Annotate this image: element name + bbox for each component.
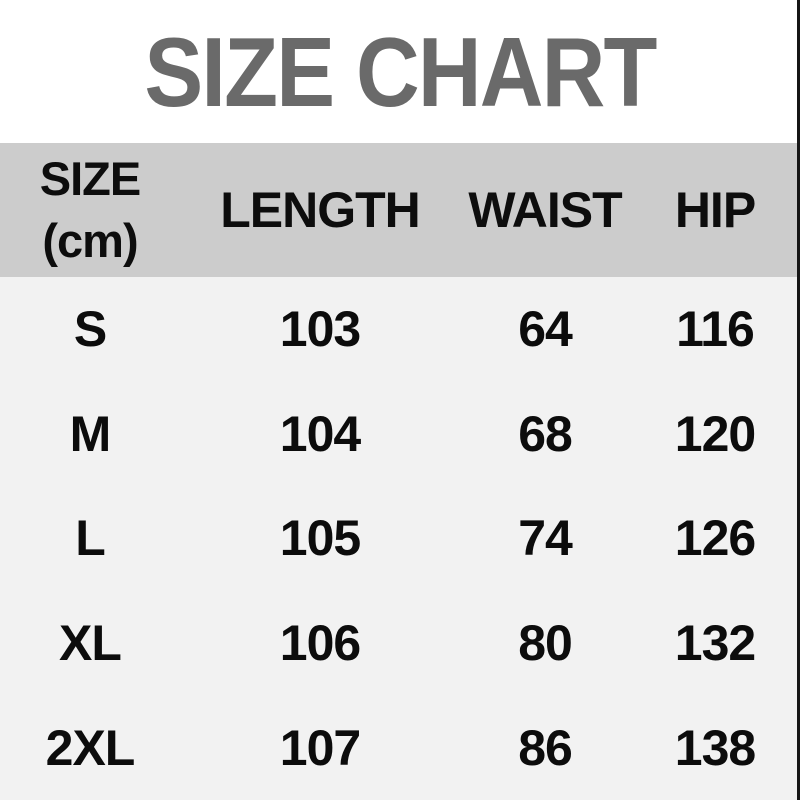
- table-row-l: L 105 74 126: [0, 486, 800, 591]
- cell-length: 107: [279, 719, 361, 776]
- cell-size: M: [69, 405, 112, 462]
- cell-waist: 68: [518, 405, 573, 462]
- cell-waist: 86: [518, 719, 573, 776]
- cell-hip: 138: [674, 719, 756, 776]
- size-header-line2: (cm): [42, 214, 138, 267]
- size-header-line1: SIZE: [39, 152, 141, 205]
- cell-hip: 120: [674, 405, 756, 462]
- table-row-xl: XL 106 80 132: [0, 591, 800, 696]
- table-row-2xl: 2XL 107 86 138: [0, 695, 800, 800]
- column-header-hip: HIP: [674, 182, 756, 238]
- size-table: SIZE (cm) LENGTH WAIST HIP S 103 64 116 …: [0, 143, 800, 800]
- page-title: SIZE CHART: [144, 16, 657, 127]
- cell-size: 2XL: [45, 719, 136, 776]
- cell-waist: 74: [518, 510, 573, 567]
- column-header-waist: WAIST: [468, 182, 622, 238]
- title-area: SIZE CHART: [0, 0, 800, 143]
- cell-size: L: [75, 510, 106, 567]
- cell-size: S: [73, 301, 107, 358]
- cell-waist: 64: [518, 301, 573, 358]
- table-row-m: M 104 68 120: [0, 382, 800, 487]
- cell-size: XL: [59, 615, 122, 672]
- cell-hip: 126: [674, 510, 756, 567]
- table-row-s: S 103 64 116: [0, 277, 800, 382]
- cell-waist: 80: [518, 615, 573, 672]
- column-header-length: LENGTH: [220, 182, 421, 238]
- cell-length: 106: [279, 615, 361, 672]
- cell-length: 105: [279, 510, 361, 567]
- cell-length: 104: [279, 405, 361, 462]
- cell-hip: 116: [676, 301, 755, 358]
- cell-hip: 132: [674, 615, 756, 672]
- column-header-size: SIZE (cm): [0, 148, 180, 272]
- table-body: S 103 64 116 M 104 68 120 L 105 74 126 X…: [0, 277, 800, 800]
- right-edge-line: [797, 0, 800, 800]
- cell-length: 103: [279, 301, 361, 358]
- table-header-row: SIZE (cm) LENGTH WAIST HIP: [0, 143, 800, 277]
